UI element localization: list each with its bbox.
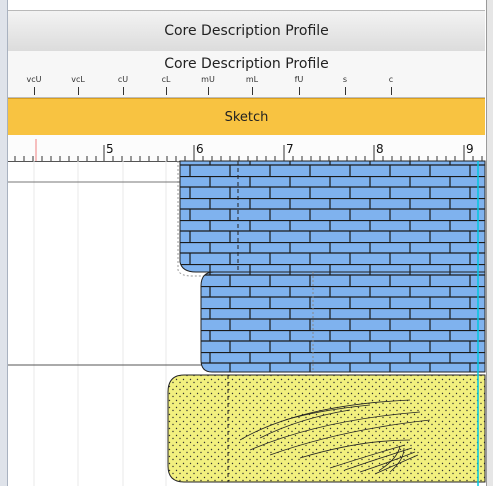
sketch-label: Sketch [224, 109, 269, 125]
scale-title-text: Core Description Profile [164, 56, 329, 72]
grain-size-fU: fU [294, 75, 304, 84]
grain-size-s: s [342, 75, 348, 84]
grain-tick [34, 87, 35, 95]
dotted-sand-layer[interactable] [167, 374, 486, 483]
ruler-label-9: 9 [466, 142, 474, 156]
grain-size-scale-header: Core Description Profile [8, 51, 485, 98]
profile-title-text: Core Description Profile [164, 23, 329, 39]
grain-size-vcU: vcU [26, 75, 42, 84]
grain-size-mU: mU [201, 75, 215, 84]
grain-size-mL: mL [245, 75, 259, 84]
grain-tick [252, 87, 253, 95]
left-panel-edge [0, 0, 8, 486]
grain-tick [299, 87, 300, 95]
cross-lamination-lines [239, 399, 431, 475]
grain-size-cU: cU [117, 75, 129, 84]
brick-pattern-layer-1[interactable] [177, 160, 486, 277]
grain-tick [166, 87, 167, 95]
ruler-ticks [14, 139, 483, 161]
brick-pattern-layer-2[interactable] [200, 271, 486, 373]
grain-size-c: c [388, 75, 394, 84]
sketch-track-header[interactable]: Sketch [8, 98, 485, 136]
grain-size-vcL: vcL [71, 75, 85, 84]
ruler-label-5: 5 [106, 142, 114, 156]
grain-tick [123, 87, 124, 95]
right-panel-edge [486, 0, 493, 486]
grain-tick [391, 87, 392, 95]
grain-tick [345, 87, 346, 95]
canvas-gridlines [8, 161, 205, 486]
profile-title-header: Core Description Profile [8, 10, 485, 52]
grain-tick [208, 87, 209, 95]
grain-size-cL: cL [161, 75, 171, 84]
ruler-label-6: 6 [196, 142, 204, 156]
ruler-label-7: 7 [286, 142, 294, 156]
grain-tick [78, 87, 79, 95]
ruler-label-8: 8 [376, 142, 384, 156]
